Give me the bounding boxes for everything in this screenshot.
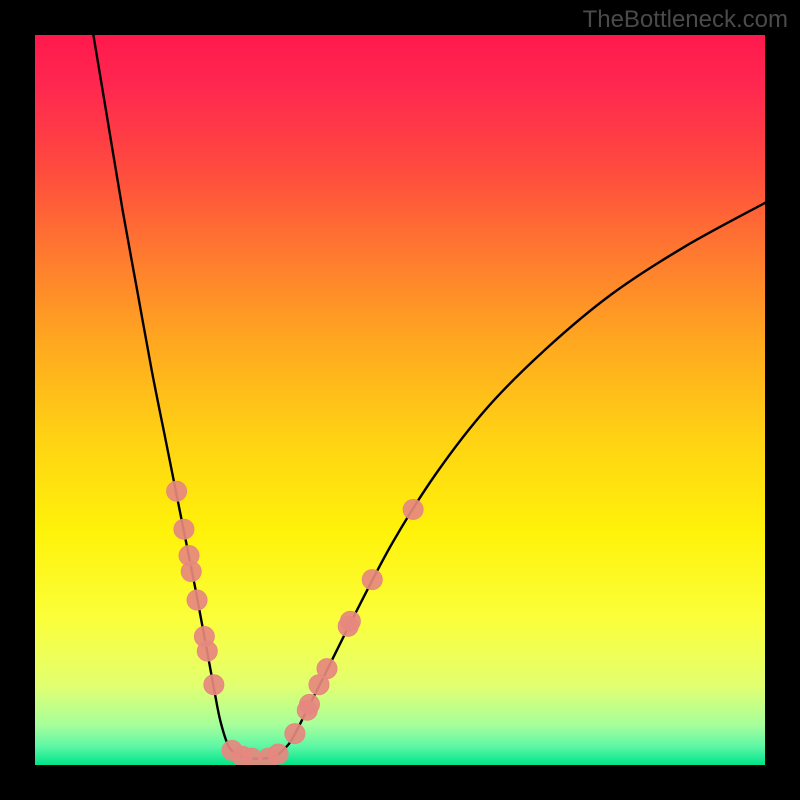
data-marker [403, 500, 423, 520]
data-marker [299, 694, 319, 714]
data-marker [174, 519, 194, 539]
data-marker [340, 611, 360, 631]
data-marker [181, 562, 201, 582]
marker-group [167, 481, 424, 765]
data-marker [197, 641, 217, 661]
bathtub-curve-layer [35, 35, 765, 765]
data-marker [167, 481, 187, 501]
chart-stage: TheBottleneck.com [0, 0, 800, 800]
data-marker [268, 744, 288, 764]
watermark-text: TheBottleneck.com [583, 6, 788, 34]
data-marker [285, 724, 305, 744]
data-marker [362, 570, 382, 590]
plot-frame [35, 35, 765, 765]
data-marker [187, 590, 207, 610]
data-marker [204, 675, 224, 695]
bathtub-curve [93, 35, 765, 759]
data-marker [317, 659, 337, 679]
